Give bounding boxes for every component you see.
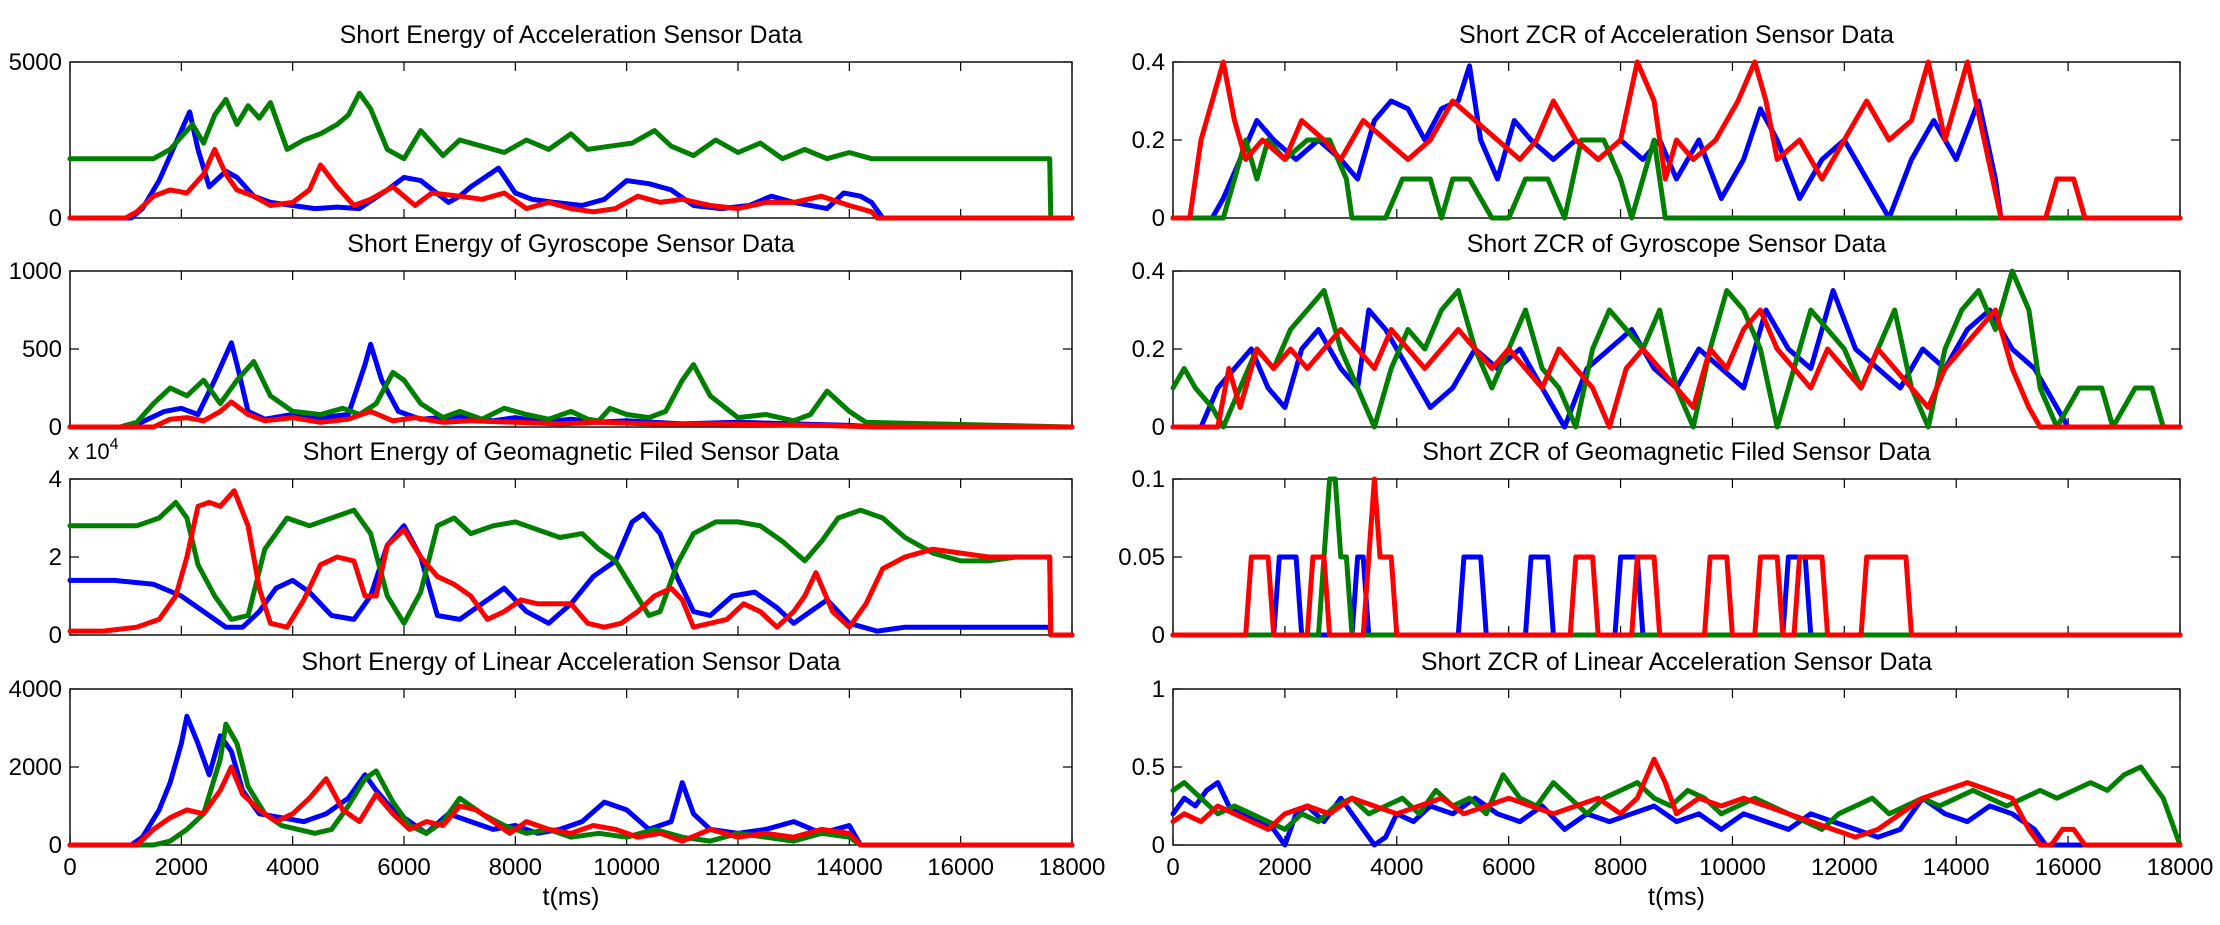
x-tick-label: 6000: [1482, 854, 1535, 881]
y-tick-label: 0.2: [1132, 127, 1165, 154]
plot-frame: [69, 270, 1073, 428]
subplot-3: Short Energy of Gyroscope Sensor Data 0 50…: [9, 230, 1075, 441]
x-tick-label: 4000: [266, 854, 319, 881]
x-tick-label: 8000: [489, 854, 542, 881]
y-multiplier: x 104: [68, 436, 119, 464]
series-line-3: [67, 764, 1075, 848]
y-tick-label: 500: [22, 336, 62, 363]
x-tick-label: 8000: [1594, 854, 1647, 881]
y-tick-label: 0: [49, 205, 62, 232]
y-tick-label: 0.4: [1132, 258, 1165, 285]
x-tick-label: 6000: [377, 854, 430, 881]
y-tick-label: 0: [1152, 622, 1165, 649]
x-tick-label: 0: [1166, 854, 1179, 881]
y-multiplier-exponent: 4: [110, 436, 119, 453]
y-tick-label: 1: [1152, 676, 1165, 703]
x-tick-label: 18000: [1039, 854, 1106, 881]
y-tick-label: 1000: [9, 258, 62, 285]
subplot-5: Short Energy of Geomagnetic Filed Sensor…: [49, 436, 1075, 649]
x-tick-label: 12000: [1811, 854, 1878, 881]
x-tick-label: 2000: [155, 854, 208, 881]
subplot-title: Short ZCR of Gyroscope Sensor Data: [1467, 230, 1887, 258]
x-tick-label: 4000: [1370, 854, 1423, 881]
x-tick-label: 14000: [816, 854, 883, 881]
y-tick-label: 0.2: [1132, 336, 1165, 363]
subplot-title: Short Energy of Geomagnetic Filed Sensor…: [303, 438, 839, 466]
y-multiplier-base: x 10: [68, 439, 110, 464]
series-line-3: [67, 488, 1075, 638]
plot-frame: [69, 478, 1073, 636]
y-tick-label: 2000: [9, 754, 62, 781]
subplot-2: Short ZCR of Acceleration Sensor Data 0 0.…: [1132, 21, 2183, 232]
subplot-8: Short ZCR of Linear Acceleration Sensor …: [1132, 648, 2214, 911]
subplot-title: Short ZCR of Linear Acceleration Sensor …: [1421, 648, 1932, 676]
y-tick-label: 0: [49, 622, 62, 649]
y-tick-label: 0: [1152, 832, 1165, 859]
x-tick-label: 10000: [1699, 854, 1766, 881]
subplot-6: Short ZCR of Geomagnetic Filed Sensor Da…: [1118, 438, 2183, 649]
y-tick-label: 4000: [9, 676, 62, 703]
series-line-3: [1170, 476, 2183, 638]
x-tick-label: 0: [63, 854, 76, 881]
series-line-3: [67, 399, 1075, 430]
y-tick-label: 0.1: [1132, 466, 1165, 493]
x-tick-label: 10000: [593, 854, 660, 881]
y-tick-label: 0.5: [1132, 754, 1165, 781]
subplot-7: Short Energy of Linear Acceleration Sens…: [9, 648, 1106, 911]
y-tick-label: 0: [49, 832, 62, 859]
series-line-1: [1170, 288, 2183, 430]
x-tick-label: 18000: [2147, 854, 2214, 881]
y-tick-label: 0.4: [1132, 49, 1165, 76]
subplot-title: Short Energy of Gyroscope Sensor Data: [347, 230, 795, 258]
x-tick-label: 12000: [705, 854, 772, 881]
subplot-4: Short ZCR of Gyroscope Sensor Data 0 0.2 0.…: [1132, 230, 2183, 441]
series-line-2: [67, 90, 1075, 221]
x-tick-label: 2000: [1258, 854, 1311, 881]
series-line-3: [1170, 756, 2183, 848]
series-line-1: [1170, 780, 2183, 848]
x-axis-label: t(ms): [1648, 883, 1705, 911]
x-axis-label: t(ms): [543, 883, 600, 911]
y-tick-label: 0: [1152, 414, 1165, 441]
subplot-1: Short Energy of Acceleration Sensor Data…: [9, 21, 1075, 232]
series-line-1: [67, 511, 1075, 638]
series-line-2: [1170, 268, 2183, 430]
subplot-title: Short Energy of Acceleration Sensor Data: [340, 21, 803, 49]
series-line-2: [67, 499, 1075, 638]
x-tick-label: 16000: [927, 854, 994, 881]
subplot-title: Short ZCR of Geomagnetic Filed Sensor Da…: [1422, 438, 1931, 466]
series-line-3: [67, 146, 1075, 221]
subplot-title: Short Energy of Linear Acceleration Sens…: [301, 648, 840, 676]
y-tick-label: 2: [49, 544, 62, 571]
series-line-2: [1170, 476, 2183, 638]
y-tick-label: 4: [49, 466, 62, 493]
plot-frame: [69, 61, 1073, 219]
series-line-2: [1170, 764, 2183, 848]
x-tick-label: 14000: [1923, 854, 1990, 881]
y-tick-label: 0.05: [1118, 544, 1165, 571]
y-tick-label: 5000: [9, 49, 62, 76]
y-tick-label: 0: [1152, 205, 1165, 232]
subplot-title: Short ZCR of Acceleration Sensor Data: [1459, 21, 1894, 49]
series-line-3: [1170, 307, 2183, 430]
series-line-3: [1170, 59, 2183, 221]
x-tick-label: 16000: [2035, 854, 2102, 881]
y-tick-label: 0: [49, 414, 62, 441]
